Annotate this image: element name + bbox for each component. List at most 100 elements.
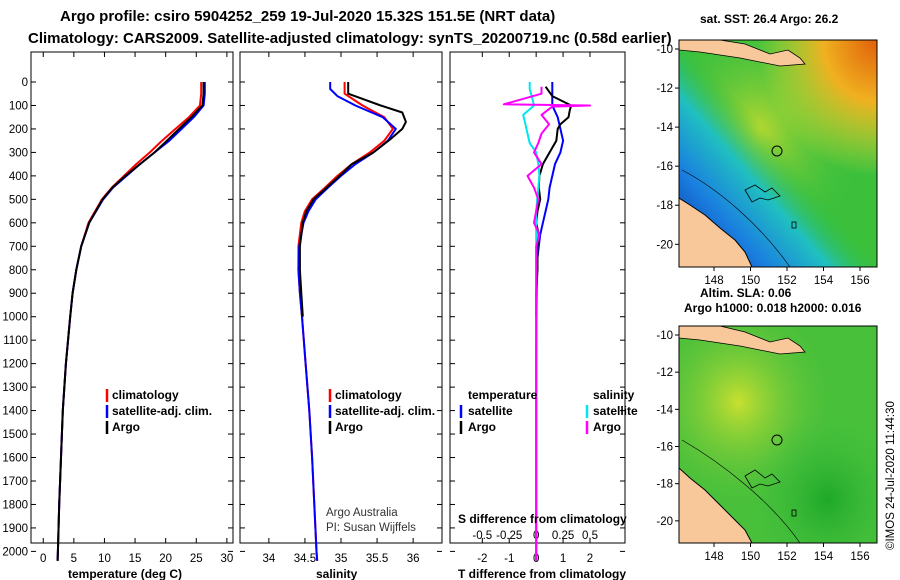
depth-tick-label: 1100 (3, 335, 28, 347)
timestamp-label: ©IMOS 24-Jul-2020 11:44:30 (885, 401, 897, 550)
sst-map-reef (744, 184, 781, 203)
x-tick-label: 35.5 (366, 553, 388, 565)
series-line-climatology (56, 82, 203, 561)
lat-tick-label: -10 (656, 330, 673, 342)
lat-tick-label: -14 (656, 122, 673, 134)
temperature-panel-frame (30, 51, 234, 544)
x-tick-label: 36 (407, 553, 420, 565)
depth-tick-label: 1700 (2, 476, 28, 488)
difference-panel: -2 -1 0 1 2-0.5 -0.25 0 0.25 0.5 (450, 52, 625, 565)
sst-map-landmass-north (679, 40, 806, 67)
lat-tick-label: -14 (656, 404, 673, 416)
series-line-satellite-adj-clim (297, 82, 397, 561)
depth-tick-label: 400 (9, 171, 28, 183)
depth-tick-label: 300 (9, 147, 28, 159)
legend-label-climatology: climatology (335, 388, 402, 402)
x-tick-label: 30 (220, 553, 233, 565)
depth-tick-label: 200 (9, 124, 28, 136)
series-line-s-argo (502, 86, 591, 561)
x-tick-label: 15 (129, 553, 142, 565)
temperature-axis-label: temperature (deg C) (68, 567, 182, 580)
legend-label-climatology: climatology (112, 388, 179, 402)
lat-tick-label: -12 (656, 83, 673, 95)
salinity-panel: 34 34.5 35 35.5 36 (240, 52, 442, 565)
lat-tick-label: -20 (656, 516, 673, 528)
lat-tick-label: -16 (656, 161, 673, 173)
x-tick-label: 20 (159, 553, 172, 565)
sst-map-contour (681, 169, 791, 267)
lat-tick-label: -18 (656, 479, 673, 491)
depth-tick-label: 500 (9, 194, 28, 206)
lat-tick-label: -20 (656, 239, 673, 251)
depth-tick-label: 800 (9, 265, 28, 277)
lon-tick-label: 154 (814, 551, 834, 563)
x-tick-label: 10 (98, 553, 111, 565)
lat-tick-label: -16 (656, 442, 673, 454)
sst-map-frame (678, 39, 878, 268)
x-tick-label: 5 (71, 553, 77, 565)
depth-tick-label: 1800 (2, 499, 28, 511)
depth-tick-label: 1500 (2, 429, 28, 441)
sla-map-contour (681, 439, 801, 543)
x-tick-label: 0 (40, 553, 46, 565)
difference-panel-frame (449, 51, 626, 544)
depth-tick-label: 600 (9, 218, 28, 230)
lon-tick-label: 154 (814, 275, 834, 287)
sst-map-float-marker (771, 145, 783, 157)
figure-title-line2: Climatology: CARS2009. Satellite-adjuste… (28, 30, 672, 47)
temperature-panel: 0 5 10 15 20 25 30 (31, 52, 233, 565)
salinity-panel-frame (239, 51, 443, 544)
lon-tick-label: 150 (741, 275, 760, 287)
sla-map-float-marker (771, 434, 783, 446)
x-tick-label: 34.5 (294, 553, 316, 565)
depth-tick-label: 900 (9, 288, 28, 300)
lon-tick-label: 148 (704, 275, 723, 287)
legend-label-s-satellite: satellite (593, 404, 638, 418)
legend-label-argo: Argo (335, 420, 363, 434)
depth-tick-label: 700 (9, 241, 28, 253)
temperature-legend: climatology satellite-adj. clim. Argo (105, 388, 212, 434)
series-line-satellite-adj-clim (56, 82, 206, 561)
salinity-axis-label: salinity (316, 567, 358, 580)
legend-label-satellite-adj: satellite-adj. clim. (335, 404, 435, 418)
s-difference-axis-label: S difference from climatology (458, 512, 627, 526)
depth-tick-label: 2000 (2, 546, 28, 558)
depth-tick-label: 1300 (2, 382, 28, 394)
s-tick-label: -0.25 (496, 530, 522, 542)
sla-map-reef (744, 469, 781, 489)
sla-map-title-line1: Altim. SLA: 0.06 (700, 286, 792, 300)
legend-label-argo: Argo (112, 420, 140, 434)
footer-argo-australia: Argo Australia (326, 507, 398, 519)
legend-title-salinity: salinity (593, 388, 635, 402)
sst-map-title: sat. SST: 26.4 Argo: 26.2 (700, 12, 839, 26)
lat-tick-label: -10 (656, 44, 673, 56)
legend-label-satellite-adj: satellite-adj. clim. (112, 404, 212, 418)
lon-tick-label: 152 (777, 275, 796, 287)
sla-map-australia-coast (679, 467, 753, 543)
x-tick-label: 35 (335, 553, 348, 565)
depth-tick-label: 0 (22, 77, 28, 89)
x-tick-label: 2 (587, 553, 593, 565)
depth-tick-label: 1600 (2, 453, 28, 465)
lon-tick-label: 150 (741, 551, 760, 563)
lat-tick-label: -18 (656, 200, 673, 212)
depth-tick-label: 100 (9, 100, 28, 112)
series-line-t-argo (535, 86, 573, 317)
sla-map-landmass-north (679, 326, 806, 355)
depth-tick-label: 1900 (2, 523, 28, 535)
map-axis-ticks: -10 -12 -14 -16 -18 -20 148 150 152 154 156 -10 -12 -… (656, 44, 869, 563)
sla-map-frame (678, 325, 878, 544)
legend-label-t-satellite: satellite (468, 404, 513, 418)
s-tick-label: 0.25 (552, 530, 574, 542)
series-line-argo (298, 82, 407, 317)
sst-map (679, 40, 877, 267)
series-line-argo (56, 82, 205, 561)
lon-tick-label: 156 (850, 551, 869, 563)
sla-map-island (791, 509, 797, 517)
x-tick-label: 34 (262, 553, 275, 565)
x-tick-label: -2 (477, 553, 487, 565)
depth-axis-labels: 0 100 200 300 400 500 600 700 800 900 1000 1100 1200… (2, 77, 28, 558)
lon-tick-label: 152 (777, 551, 796, 563)
salinity-legend: climatology satellite-adj. clim. Argo (328, 388, 435, 434)
